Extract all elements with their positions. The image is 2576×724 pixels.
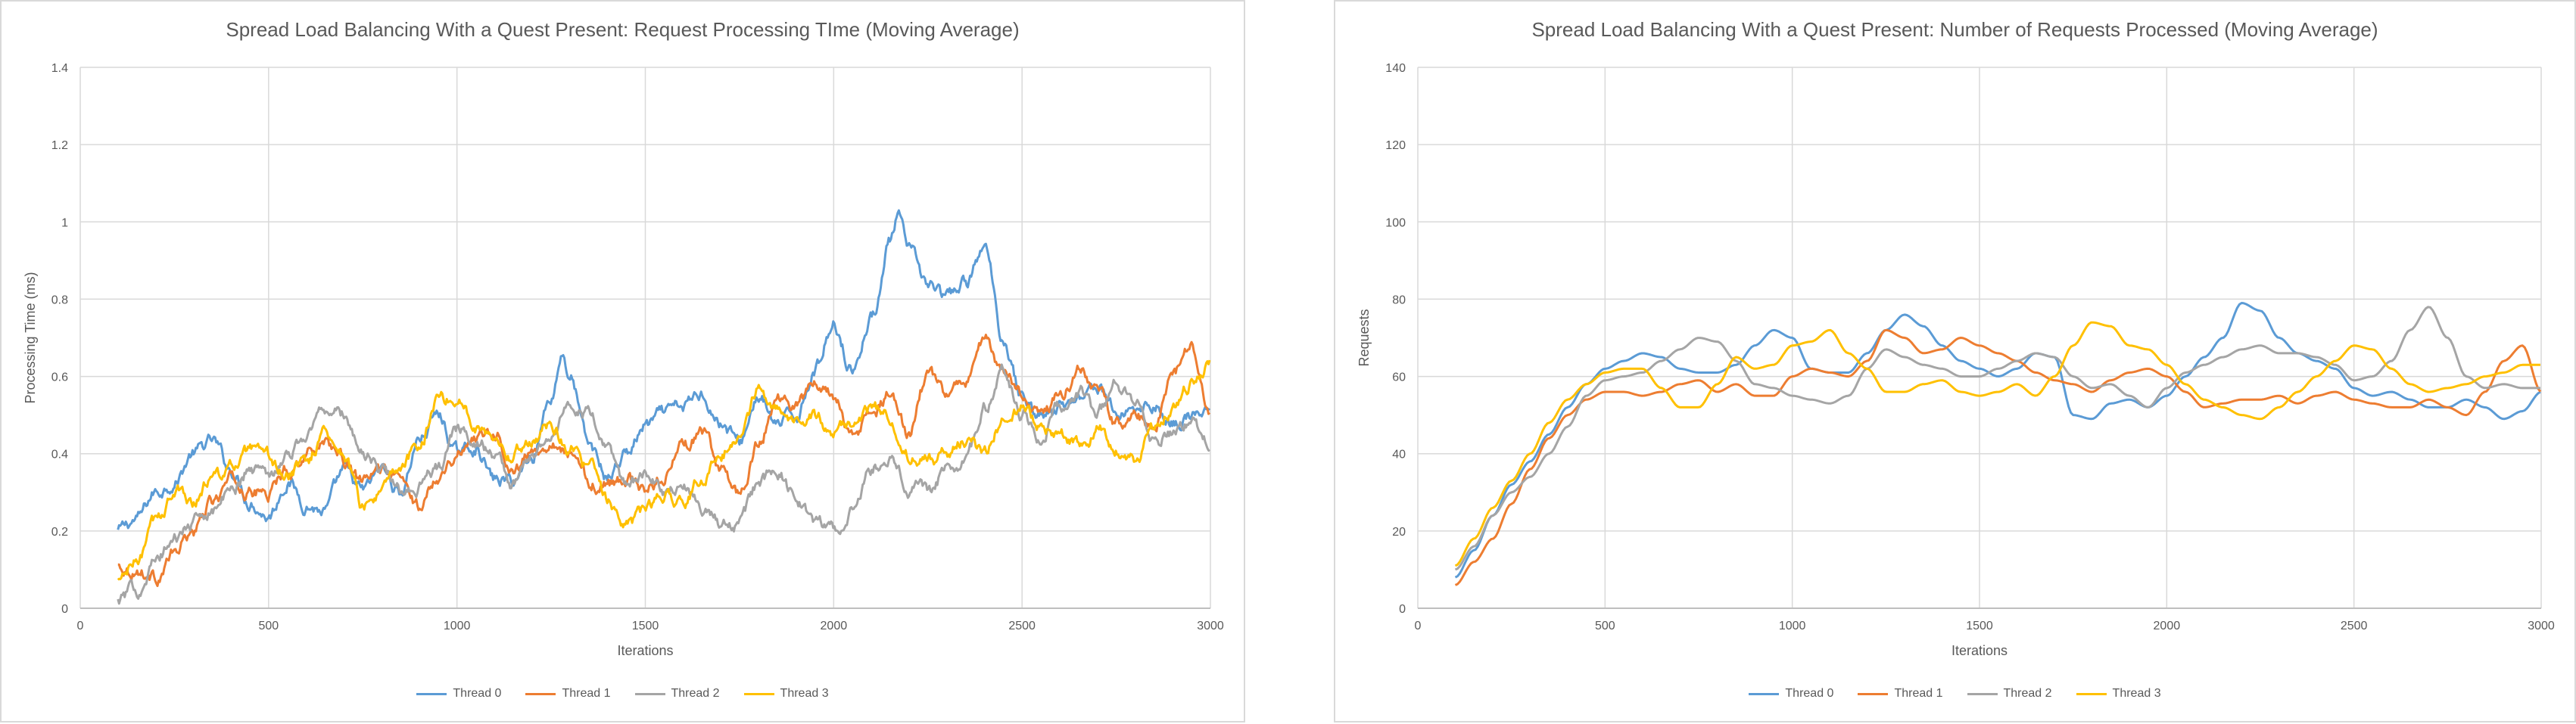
y-tick-label: 120 — [1385, 139, 1406, 152]
y-tick-label: 60 — [1392, 371, 1406, 384]
y-tick-label: 1 — [61, 216, 68, 229]
legend-item: Thread 3 — [743, 687, 829, 701]
legend-swatch — [743, 692, 774, 695]
x-tick-label: 1000 — [444, 620, 471, 632]
y-tick-label: 100 — [1385, 216, 1406, 229]
legend-item: Thread 1 — [525, 687, 611, 701]
x-tick-label: 500 — [1595, 620, 1615, 632]
y-tick-label: 0.6 — [51, 371, 68, 384]
y-tick-label: 0 — [1399, 603, 1406, 616]
chart-legend: Thread 0 Thread 1 Thread 2 Thread 3 — [1335, 687, 2574, 701]
series-line-thread-0 — [1454, 302, 2541, 579]
y-tick-label: 0 — [61, 603, 68, 616]
x-tick-label: 1500 — [632, 620, 659, 632]
y-tick-label: 0.4 — [51, 449, 68, 461]
chart-requests-processed: Spread Load Balancing With a Quest Prese… — [1334, 0, 2576, 722]
x-tick-label: 2000 — [2154, 620, 2181, 632]
y-axis-label: Requests — [1357, 309, 1372, 366]
legend-item: Thread 0 — [416, 687, 501, 701]
y-axis-label: Processing Time (ms) — [23, 272, 38, 403]
x-tick-label: 2500 — [1008, 620, 1036, 632]
y-tick-label: 1.2 — [51, 139, 68, 152]
chart-plot-area: 0 500 1000 1500 2000 2500 3000 0 20 40 60 80 100 120 1… — [1357, 62, 2555, 658]
y-tick-label: 0.8 — [51, 294, 68, 306]
x-tick-label: 1000 — [1779, 620, 1806, 632]
x-tick-label: 2000 — [821, 620, 848, 632]
x-axis-label: Iterations — [617, 643, 673, 658]
chart-legend: Thread 0 Thread 1 Thread 2 Thread 3 — [2, 687, 1244, 701]
legend-item: Thread 3 — [2076, 687, 2161, 701]
legend-swatch — [1858, 692, 1889, 695]
y-tick-label: 20 — [1392, 526, 1406, 539]
legend-label: Thread 2 — [671, 687, 720, 700]
x-tick-label: 500 — [258, 620, 279, 632]
chart-title: Spread Load Balancing With a Quest Prese… — [226, 18, 1020, 41]
legend-label: Thread 3 — [780, 687, 829, 700]
y-tick-label: 0.2 — [51, 526, 68, 539]
y-tick-label: 140 — [1385, 62, 1406, 75]
legend-label: Thread 2 — [2003, 687, 2052, 700]
series-line-thread-1 — [1454, 328, 2542, 586]
legend-swatch — [416, 692, 447, 695]
x-tick-label: 3000 — [2528, 620, 2555, 632]
legend-label: Thread 0 — [1785, 687, 1834, 700]
legend-label: Thread 1 — [1894, 687, 1943, 700]
legend-label: Thread 0 — [453, 687, 502, 700]
y-tick-label: 80 — [1392, 294, 1406, 306]
chart-title: Spread Load Balancing With a Quest Prese… — [1531, 18, 2378, 41]
legend-swatch — [1749, 692, 1780, 695]
x-tick-label: 1500 — [1966, 620, 1993, 632]
series-line-thread-3 — [117, 359, 1211, 581]
y-tick-label: 40 — [1392, 449, 1406, 461]
legend-label: Thread 1 — [562, 687, 611, 700]
x-tick-label: 2500 — [2341, 620, 2368, 632]
legend-swatch — [525, 692, 556, 695]
x-tick-label: 3000 — [1197, 620, 1224, 632]
legend-item: Thread 1 — [1858, 687, 1943, 701]
x-tick-label: 0 — [77, 620, 84, 632]
legend-swatch — [2076, 692, 2107, 695]
series-line-thread-3 — [1454, 321, 2540, 567]
y-tick-label: 1.4 — [51, 62, 68, 75]
x-tick-label: 0 — [1415, 620, 1422, 632]
chart-processing-time: Spread Load Balancing With a Quest Prese… — [0, 0, 1245, 722]
series-line-thread-1 — [117, 334, 1211, 587]
legend-item: Thread 0 — [1749, 687, 1833, 701]
series-line-thread-0 — [117, 209, 1211, 530]
legend-swatch — [1967, 692, 1998, 695]
series-line-thread-2 — [117, 363, 1210, 605]
legend-swatch — [634, 692, 665, 695]
legend-item: Thread 2 — [1967, 687, 2052, 701]
legend-item: Thread 2 — [634, 687, 720, 701]
x-axis-label: Iterations — [1951, 643, 2008, 658]
legend-label: Thread 3 — [2112, 687, 2161, 700]
chart-plot-area: 0 500 1000 1500 2000 2500 3000 0 0.2 0.4 0.6 0.8 1 1.… — [23, 62, 1224, 658]
series-line-thread-2 — [1454, 306, 2540, 571]
